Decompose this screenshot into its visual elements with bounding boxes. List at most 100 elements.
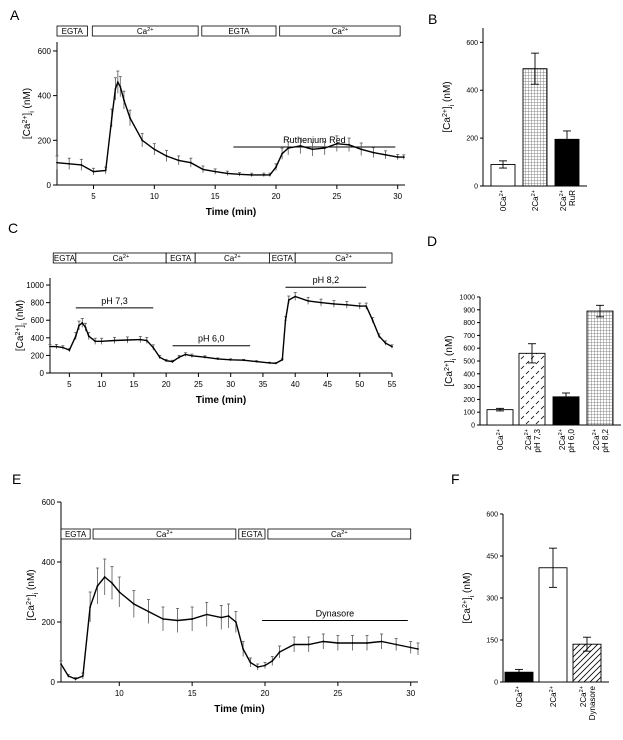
x-tick-label: 25 (194, 380, 203, 389)
data-point (116, 81, 119, 84)
data-point (274, 362, 277, 365)
y-tick-label: 100 (463, 410, 475, 417)
data-point (227, 615, 230, 617)
data-point (287, 299, 290, 301)
category-label: Dynasore (588, 685, 597, 720)
data-point (372, 151, 375, 154)
y-tick-label: 0 (494, 680, 498, 687)
y-tick-label: 600 (486, 512, 498, 519)
y-tick-label: 600 (38, 47, 52, 56)
data-point (333, 303, 335, 305)
condition-bar (91, 25, 199, 37)
data-point (81, 675, 84, 677)
panel-letter-c: C (8, 220, 18, 236)
condition-bar-label: Ca2+ (113, 254, 130, 263)
data-point (255, 360, 258, 363)
x-tick-label: 45 (323, 380, 332, 389)
data-point (141, 139, 144, 142)
data-point (191, 354, 193, 357)
y-tick-label: 200 (466, 136, 478, 143)
x-tick-label: 30 (226, 380, 235, 389)
data-point (55, 345, 58, 348)
condition-bar (60, 528, 91, 540)
category-label: pH 8,2 (601, 428, 610, 452)
data-point (351, 642, 354, 644)
data-point (158, 356, 161, 359)
data-point (384, 153, 387, 156)
data-point (171, 360, 174, 363)
data-point (409, 646, 412, 649)
y-tick-label: 600 (466, 40, 478, 47)
data-point (238, 173, 241, 176)
data-point (323, 147, 326, 150)
data-point (294, 295, 297, 298)
x-tick-label: 10 (97, 380, 106, 389)
x-tick-label: 20 (261, 689, 270, 698)
category-label: pH 6,0 (567, 428, 576, 452)
data-point (271, 660, 274, 662)
x-axis-label: Time (min) (196, 395, 246, 406)
category-label: 0Ca2+ (496, 429, 505, 450)
panel-d-bar-chart: 0 100 200 300 400 500 600 700 800 900 1000 [Ca2+]i … (444, 295, 621, 453)
y-axis-label: [Ca2+]i (nM) (15, 300, 29, 351)
y-tick-label: 400 (42, 558, 56, 567)
panel-letter-f: F (451, 471, 460, 487)
condition-bar-label: EGTA (170, 254, 192, 263)
x-tick-label: 5 (91, 192, 96, 201)
condition-bar-label: EGTA (54, 254, 76, 263)
condition-bar-label: Ca2+ (224, 254, 241, 263)
data-point (278, 651, 281, 653)
category-label: pH 7,3 (533, 428, 542, 452)
data-point (62, 346, 64, 349)
data-point (165, 359, 168, 362)
data-point (226, 172, 229, 175)
data-point (268, 361, 271, 364)
category-label: 2Ca2+ (559, 190, 568, 211)
y-tick-label: 400 (31, 334, 45, 343)
condition-bar (201, 25, 277, 37)
data-point (345, 303, 348, 306)
data-point (119, 85, 122, 88)
category-label: 0Ca2+ (499, 190, 508, 211)
y-tick-label: 200 (463, 397, 475, 404)
data-point (78, 324, 80, 327)
category-label: 2Ca2+ (524, 429, 533, 450)
data-point (89, 606, 92, 608)
y-tick-label: 400 (466, 88, 478, 95)
x-axis-label: Time (min) (206, 207, 256, 218)
data-point (110, 117, 113, 119)
y-tick-label: 400 (38, 92, 52, 101)
data-point (118, 591, 121, 593)
bar (522, 68, 548, 187)
data-point (132, 603, 135, 605)
condition-bar (279, 25, 401, 37)
y-tick-label: 150 (486, 638, 498, 645)
data-point (147, 610, 150, 613)
x-tick-label: 10 (150, 192, 159, 201)
data-point (358, 305, 361, 308)
annotation-label: pH 8,2 (313, 275, 340, 285)
panel-letter-e: E (12, 471, 21, 487)
y-tick-label: 600 (31, 316, 45, 325)
y-tick-label: 0 (47, 181, 52, 190)
bar (586, 310, 614, 426)
data-point (214, 170, 217, 173)
data-point (74, 678, 77, 680)
category-label: 2Ca2+ (592, 429, 601, 450)
y-tick-label: 0 (51, 678, 56, 687)
condition-bar (267, 528, 412, 540)
y-tick-label: 800 (31, 299, 45, 308)
y-tick-label: 500 (463, 359, 475, 366)
data-point (191, 618, 194, 620)
data-point (384, 342, 387, 344)
data-point (262, 174, 265, 176)
data-point (68, 349, 71, 352)
category-label: 2Ca2+ (558, 429, 567, 450)
x-tick-label: 20 (162, 380, 171, 389)
annotation-label: pH 7,3 (101, 296, 128, 306)
data-point (380, 640, 383, 643)
y-tick-label: 0 (40, 369, 45, 378)
data-point (264, 664, 266, 667)
panel-c-line-chart: 0 200 400 600 800 1000 5 10 15 20 25 30 35 40 45 50 55 Ti… (15, 252, 397, 406)
data-point (92, 170, 95, 173)
